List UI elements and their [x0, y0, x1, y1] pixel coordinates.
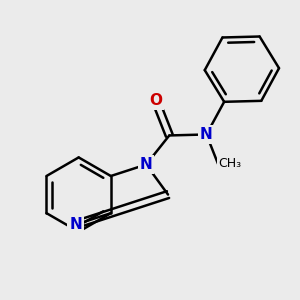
Text: O: O	[149, 93, 162, 108]
Text: N: N	[69, 217, 82, 232]
Text: N: N	[140, 157, 153, 172]
Text: N: N	[200, 127, 213, 142]
Text: CH₃: CH₃	[218, 157, 241, 170]
